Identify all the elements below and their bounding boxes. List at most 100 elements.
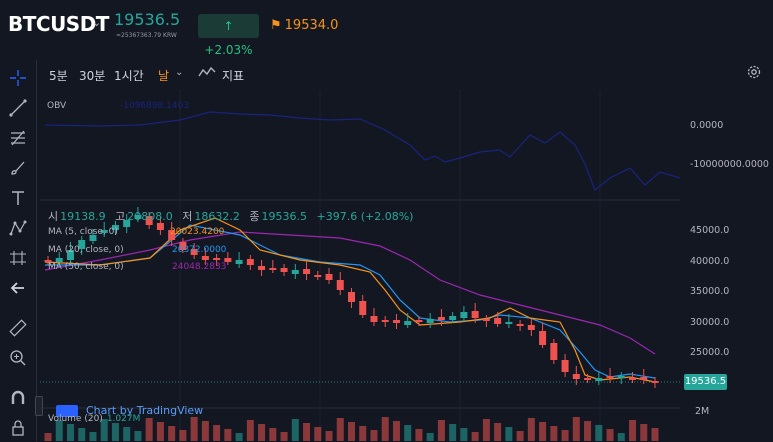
prediction-tool-icon[interactable] [8, 248, 28, 268]
volume-bar [145, 418, 153, 441]
candle-body [156, 223, 164, 230]
volume-bar [505, 427, 513, 441]
arrow-left-icon[interactable] [8, 278, 28, 298]
ma-legend-2: MA (20, close, 0) 20372.0000 [48, 245, 226, 255]
volume-bar [291, 419, 299, 441]
volume-bar [55, 420, 63, 441]
timeframe-5m[interactable]: 5분 [49, 69, 68, 83]
trend-line-icon[interactable] [8, 98, 28, 118]
crosshair-icon[interactable] [8, 68, 28, 88]
candle-body [482, 319, 490, 321]
zoom-icon[interactable] [8, 348, 28, 368]
low-key: 저 [182, 210, 193, 223]
open-key: 시 [48, 210, 59, 223]
volume-bar [561, 430, 569, 441]
candle-body [258, 266, 266, 270]
sidebar-collapse-button[interactable] [35, 396, 43, 416]
fib-tool-icon[interactable] [8, 128, 28, 148]
volume-value: 1.027M [106, 414, 141, 424]
volume-bar [471, 432, 479, 441]
flag-icon: ⚑ [270, 18, 282, 33]
obv-axis-tick: 0.0000 [690, 120, 723, 131]
timeframe-1d[interactable]: 날 [158, 69, 170, 83]
symbol-dropdown-chevron-icon[interactable]: ⌄ [92, 16, 102, 29]
candle-body [494, 318, 502, 324]
candle-body [527, 325, 535, 330]
timeframe-chevron-down-icon[interactable]: ⌄ [175, 67, 184, 78]
price-axis-tick: 30000.0 [690, 317, 729, 328]
volume-bar [449, 424, 457, 441]
volume-bar [258, 424, 266, 441]
watermark-text: Chart by TradingView [86, 404, 204, 417]
timeframe-30m[interactable]: 30분 [79, 69, 106, 83]
high-key: 고 [115, 210, 126, 223]
candle-body [55, 258, 63, 262]
indicators-button[interactable]: 지표 [222, 69, 245, 83]
volume-bar [123, 427, 131, 441]
volume-bar [584, 421, 592, 441]
last-price: 19536.5 [114, 10, 181, 29]
candle-body [269, 268, 277, 270]
price-axis-tick: 35000.0 [690, 286, 729, 297]
candle-body [471, 311, 479, 318]
candle-body [595, 378, 603, 381]
volume-bar [629, 420, 637, 441]
volume-bar [303, 423, 311, 441]
pattern-tool-icon[interactable] [8, 218, 28, 238]
volume-bar [460, 428, 468, 441]
volume-bar [111, 423, 119, 441]
candle-body [449, 316, 457, 320]
volume-bar [78, 428, 86, 441]
candle-body [190, 249, 198, 255]
volume-bar [606, 429, 614, 441]
candle-body [359, 301, 367, 315]
last-price-converted: ≈25367363.79 KRW [116, 32, 177, 39]
brush-icon[interactable] [8, 158, 28, 178]
volume-axis-tick: 2M [695, 406, 709, 417]
volume-bar [404, 425, 412, 441]
volume-bar [100, 419, 108, 441]
indicators-wave-icon[interactable] [198, 66, 216, 78]
candle-body [584, 378, 592, 380]
timeframe-1h[interactable]: 1시간 [114, 69, 144, 83]
lock-icon[interactable] [8, 418, 28, 438]
volume-bar [482, 419, 490, 441]
flag-price: 19534.0 [284, 18, 339, 33]
magnet-icon[interactable] [8, 388, 28, 408]
ruler-icon[interactable] [8, 318, 28, 338]
volume-bar [437, 420, 445, 441]
tradingview-logo-icon [56, 405, 78, 417]
candle-body [606, 376, 614, 378]
chart-canvas[interactable]: OBV -1096898.1403 0.0000 -10000000.0000 … [40, 90, 773, 441]
volume-bar [156, 422, 164, 441]
candle-body [111, 225, 119, 230]
volume-legend: Volume (20) 1.027M [48, 414, 140, 424]
ma-legend-1: MA (5, close, 0) 20023.4200 [48, 227, 224, 237]
volume-bar [348, 422, 355, 441]
candle-body [100, 230, 108, 233]
volume-bar [426, 433, 434, 441]
candle-body [516, 324, 524, 326]
volume-bar [595, 425, 603, 441]
candle-body [381, 320, 389, 322]
change-percent: +2.03% [204, 43, 253, 57]
volume-bar [134, 431, 142, 441]
volume-bar [190, 417, 198, 441]
volume-bar [314, 427, 322, 441]
candle-body [426, 319, 434, 323]
ma50-line [44, 231, 656, 355]
candle-body [44, 260, 52, 262]
ma-legend-label: MA (50, close, 0) [48, 262, 124, 272]
ohlc-legend: 시 19138.9 고 20808.0 저 18632.2 종 19536.5 +397… [48, 208, 419, 224]
candle-body [325, 274, 333, 280]
candle-body [404, 321, 412, 325]
candle-body [629, 378, 637, 380]
candle-body [617, 376, 625, 378]
gear-icon[interactable] [746, 64, 762, 80]
drawing-toolbar [0, 60, 37, 441]
symbol-name[interactable]: BTCUSDT [8, 12, 109, 36]
volume-bar [415, 429, 423, 441]
chart-toolbar: 5분 30분 1시간 날 ⌄ 지표 [40, 60, 773, 88]
tradingview-watermark[interactable]: Chart by TradingView [56, 404, 203, 417]
text-tool-icon[interactable] [8, 188, 28, 208]
